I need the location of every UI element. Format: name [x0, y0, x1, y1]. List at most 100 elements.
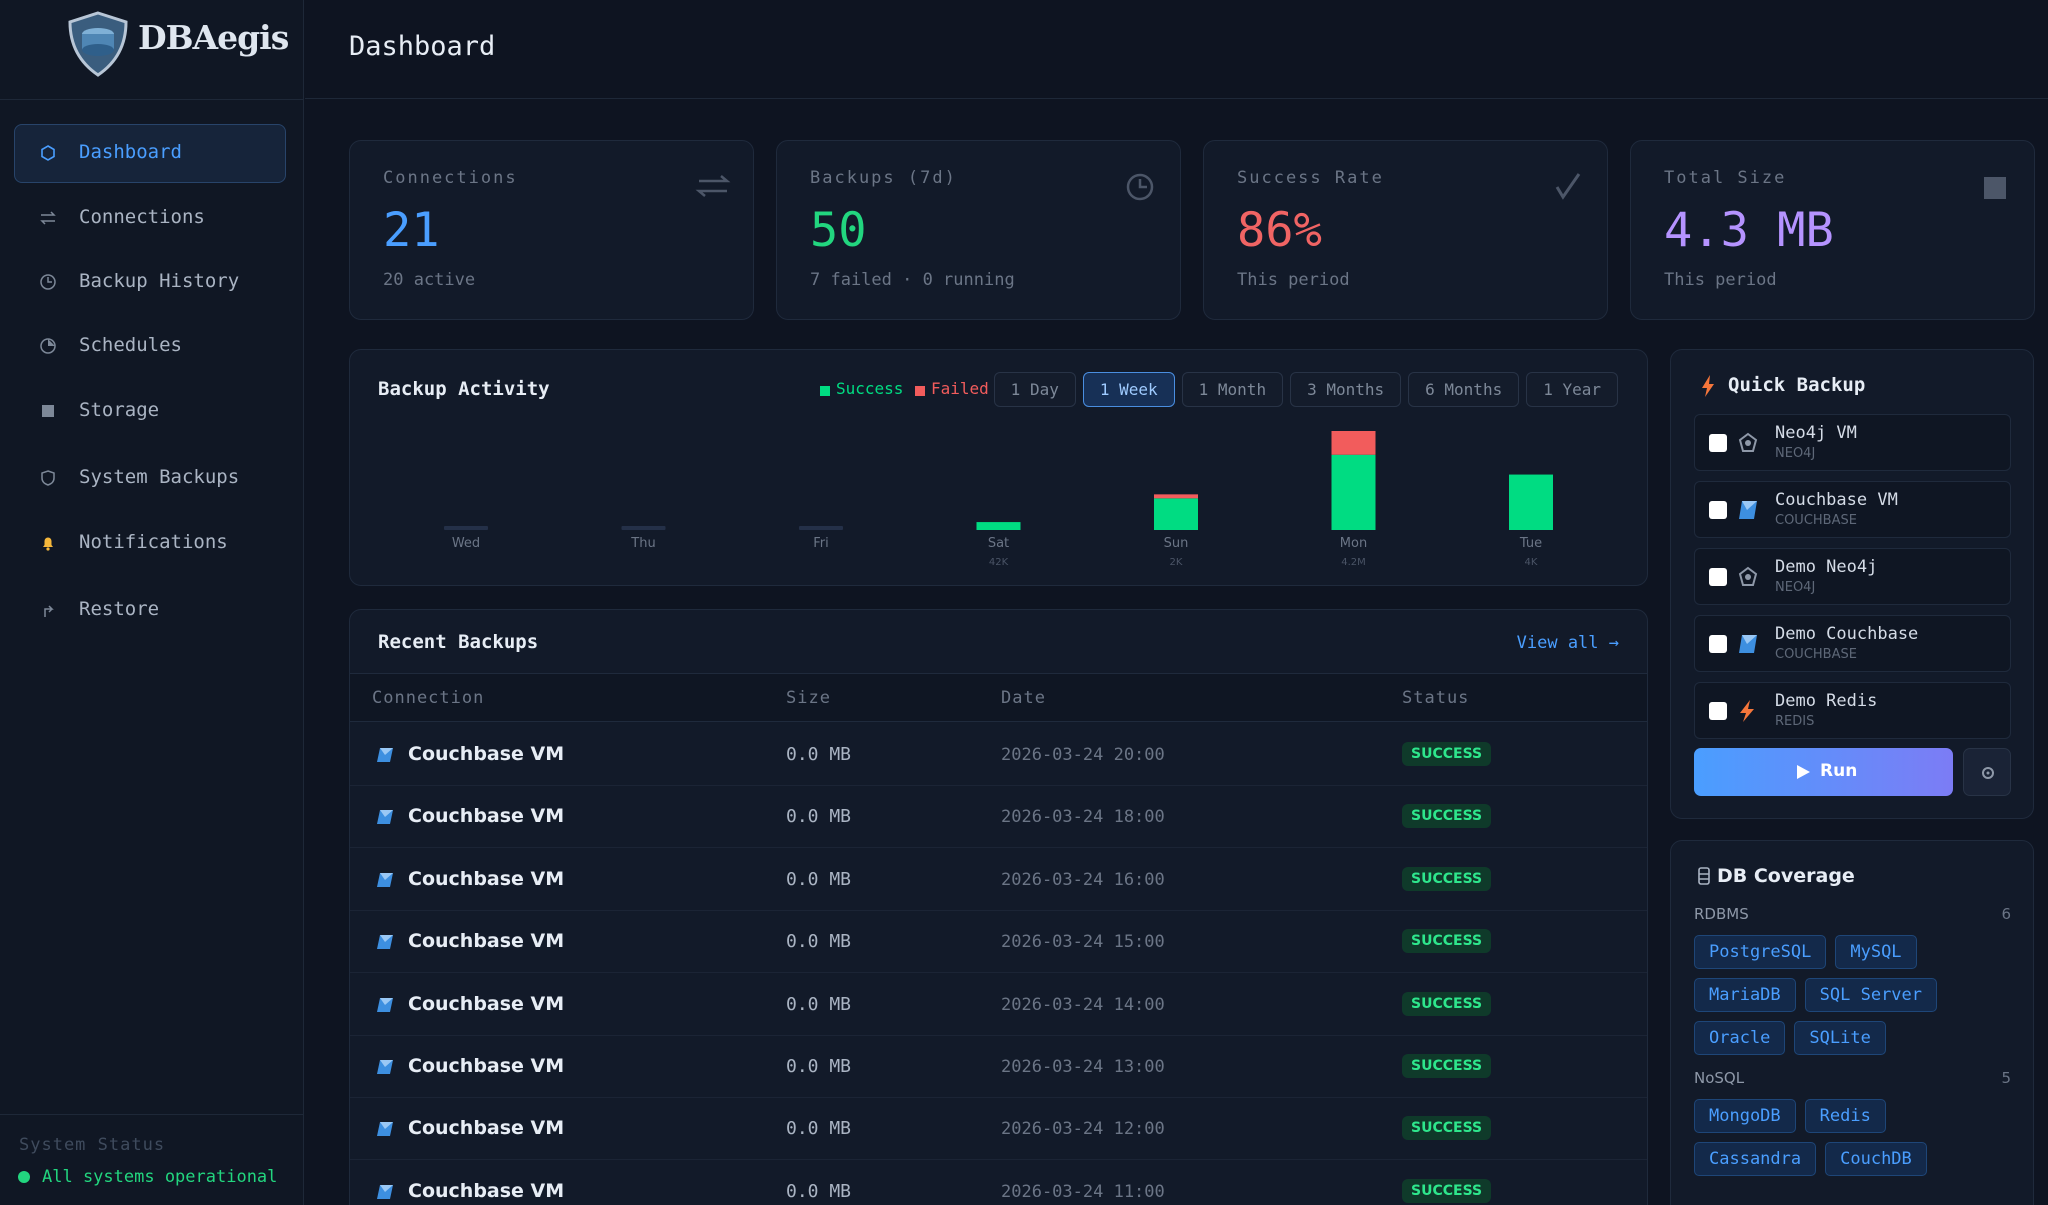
db-icon: [377, 1060, 393, 1074]
nav-icon: [40, 338, 56, 354]
option-name: Couchbase VM: [1775, 490, 1898, 510]
nav-item[interactable]: Connections: [79, 206, 205, 228]
status-pill: SUCCESS: [1402, 1116, 1492, 1141]
bar-segment: [1331, 431, 1376, 455]
checkbox[interactable]: [1709, 568, 1727, 586]
stat-sub: This period: [1237, 270, 1350, 290]
row-divider: [350, 785, 1647, 786]
stat-icon: [1126, 173, 1154, 201]
checkbox[interactable]: [1709, 434, 1727, 452]
period-tab[interactable]: 1 Year: [1526, 372, 1618, 407]
cell-connection: Couchbase VM: [408, 1055, 565, 1077]
cell-connection: Couchbase VM: [408, 867, 565, 890]
x-tick-label: Mon: [1340, 536, 1367, 551]
cell-connection: Couchbase VM: [408, 1179, 565, 1202]
stat-value: 4.3 MB: [1664, 203, 1834, 258]
nav-item[interactable]: Dashboard: [79, 141, 182, 163]
db-tag: SQL Server: [1804, 978, 1938, 1012]
option-name: Neo4j VM: [1775, 423, 1857, 443]
quick-panel: Quick Backup Neo4j VM NEO4J Couchbase VM COU…: [1670, 349, 2034, 819]
status-dot: [18, 1171, 30, 1183]
stat-card: Total Size 4.3 MB This period: [1630, 140, 2035, 320]
size-label: 4.2M: [1341, 557, 1366, 568]
option-type: NEO4J: [1775, 580, 1816, 595]
option-name: Demo Couchbase: [1775, 624, 1919, 644]
divider: [0, 99, 304, 100]
option-type: REDIS: [1775, 714, 1815, 729]
status-pill: SUCCESS: [1402, 804, 1492, 829]
nav-icon: [41, 470, 55, 486]
sidebar: DBAegis System Status All systems operat…: [0, 0, 304, 1205]
period-tab[interactable]: 1 Month: [1181, 372, 1284, 407]
coverage-panel: DB Coverage RDBMS 6 PostgreSQL MySQL MariaDB S…: [1670, 840, 2034, 1205]
recent-panel: Recent Backups View all → Connection Size Da…: [349, 609, 1648, 1205]
size-label: 42K: [989, 557, 1009, 568]
x-tick-label: Thu: [630, 536, 655, 551]
stat-icon: [1984, 177, 2006, 199]
column-header: Date: [1001, 688, 1046, 708]
db-icon: [377, 997, 393, 1012]
row-divider: [350, 1159, 1647, 1161]
db-tag: Cassandra: [1694, 1142, 1817, 1176]
row-divider: [350, 847, 1647, 849]
play-icon: [1797, 765, 1810, 779]
nav-item[interactable]: Backup History: [79, 270, 240, 292]
x-tick-label: Sat: [988, 536, 1009, 551]
backup-option[interactable]: Demo Couchbase COUCHBASE: [1694, 615, 2011, 672]
option-name: Demo Neo4j: [1775, 557, 1878, 577]
backup-option[interactable]: Demo Neo4j NEO4J: [1694, 548, 2011, 605]
column-header: Status: [1402, 688, 1470, 708]
stat-label: Connections: [383, 168, 518, 188]
x-tick-label: Fri: [813, 536, 829, 551]
stat-sub: This period: [1664, 270, 1777, 290]
nav-item[interactable]: Storage: [79, 399, 160, 421]
stat-value: 50: [810, 203, 867, 258]
cell-connection: Couchbase VM: [408, 1117, 565, 1140]
period-tab[interactable]: 6 Months: [1408, 372, 1520, 407]
run-button[interactable]: Run: [1694, 748, 1953, 796]
cell-date: 2026-03-24 15:00: [1001, 932, 1165, 953]
backup-option[interactable]: Neo4j VM NEO4J: [1694, 414, 2011, 471]
cell-connection: Couchbase VM: [408, 805, 565, 828]
settings-button[interactable]: [1963, 748, 2011, 796]
nav-item[interactable]: Restore: [79, 598, 160, 620]
period-tab[interactable]: 3 Months: [1290, 372, 1402, 407]
table-header-bg: [350, 673, 1647, 722]
cell-size: 0.0 MB: [786, 868, 852, 890]
nav-icon: [44, 605, 54, 617]
size-label: 2K: [1170, 557, 1183, 568]
size-label: 4K: [1525, 557, 1538, 568]
period-tab[interactable]: 1 Week: [1082, 372, 1175, 407]
nav-icon: [40, 274, 56, 290]
cell-size: 0.0 MB: [786, 1056, 852, 1077]
panel-title: DB Coverage: [1717, 865, 1855, 887]
cell-date: 2026-03-24 14:00: [1001, 994, 1165, 1015]
legend-label: Success: [836, 379, 904, 398]
nav-icon: [41, 145, 55, 161]
group-count: 6: [2001, 905, 2011, 923]
cell-date: 2026-03-24 18:00: [1001, 807, 1165, 828]
stat-icon: [1555, 173, 1581, 200]
chart-title: Backup Activity: [378, 378, 550, 400]
view-all-link[interactable]: View all →: [1516, 633, 1619, 653]
option-name: Demo Redis: [1775, 691, 1878, 711]
row-divider: [350, 972, 1647, 974]
group-count: 5: [2001, 1069, 2011, 1087]
nav-item[interactable]: Notifications: [79, 531, 228, 553]
group-name: RDBMS: [1694, 905, 1749, 923]
stat-icon: [695, 175, 731, 197]
option-type: COUCHBASE: [1775, 513, 1857, 528]
stat-sub: 7 failed · 0 running: [810, 270, 1015, 290]
status-label: System Status: [19, 1135, 166, 1155]
checkbox[interactable]: [1709, 501, 1727, 519]
checkbox[interactable]: [1709, 635, 1727, 653]
db-tag: Oracle: [1694, 1021, 1786, 1055]
backup-option[interactable]: Couchbase VM COUCHBASE: [1694, 481, 2011, 538]
backup-option[interactable]: Demo Redis REDIS: [1694, 682, 2011, 739]
period-tab[interactable]: 1 Day: [993, 372, 1076, 407]
nav-item[interactable]: System Backups: [79, 466, 240, 488]
checkbox[interactable]: [1709, 702, 1727, 720]
empty-bar-track: [444, 526, 488, 530]
nav-item[interactable]: Schedules: [79, 334, 182, 356]
panel-title: Recent Backups: [378, 631, 539, 653]
